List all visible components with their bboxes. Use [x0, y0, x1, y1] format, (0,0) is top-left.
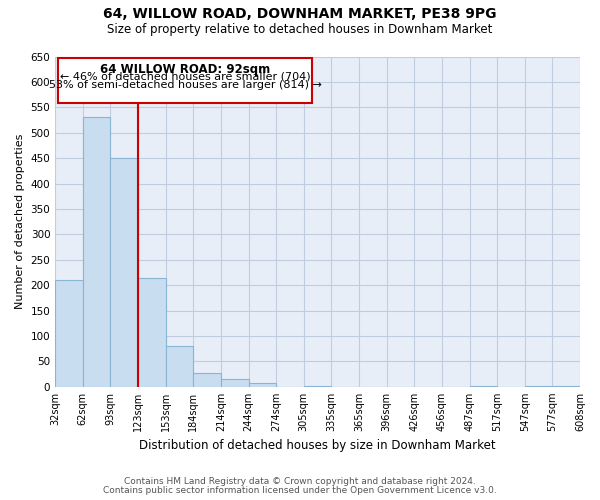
Text: 64 WILLOW ROAD: 92sqm: 64 WILLOW ROAD: 92sqm — [100, 62, 270, 76]
Bar — [166, 346, 193, 387]
Bar — [193, 372, 221, 387]
Text: 64, WILLOW ROAD, DOWNHAM MARKET, PE38 9PG: 64, WILLOW ROAD, DOWNHAM MARKET, PE38 9P… — [103, 8, 497, 22]
Bar — [55, 280, 83, 387]
Text: Contains HM Land Registry data © Crown copyright and database right 2024.: Contains HM Land Registry data © Crown c… — [124, 477, 476, 486]
Text: 53% of semi-detached houses are larger (814) →: 53% of semi-detached houses are larger (… — [49, 80, 322, 90]
Bar — [553, 386, 580, 387]
Text: Contains public sector information licensed under the Open Government Licence v3: Contains public sector information licen… — [103, 486, 497, 495]
Text: Size of property relative to detached houses in Downham Market: Size of property relative to detached ho… — [107, 22, 493, 36]
Bar — [525, 386, 553, 387]
Text: ← 46% of detached houses are smaller (704): ← 46% of detached houses are smaller (70… — [59, 72, 310, 82]
Bar — [304, 386, 331, 387]
Y-axis label: Number of detached properties: Number of detached properties — [15, 134, 25, 310]
Bar — [83, 118, 110, 387]
X-axis label: Distribution of detached houses by size in Downham Market: Distribution of detached houses by size … — [139, 440, 496, 452]
Bar — [138, 278, 166, 387]
Bar — [221, 379, 248, 387]
FancyBboxPatch shape — [58, 58, 312, 104]
Bar — [110, 158, 138, 387]
Bar — [470, 386, 497, 387]
Bar — [248, 382, 276, 387]
